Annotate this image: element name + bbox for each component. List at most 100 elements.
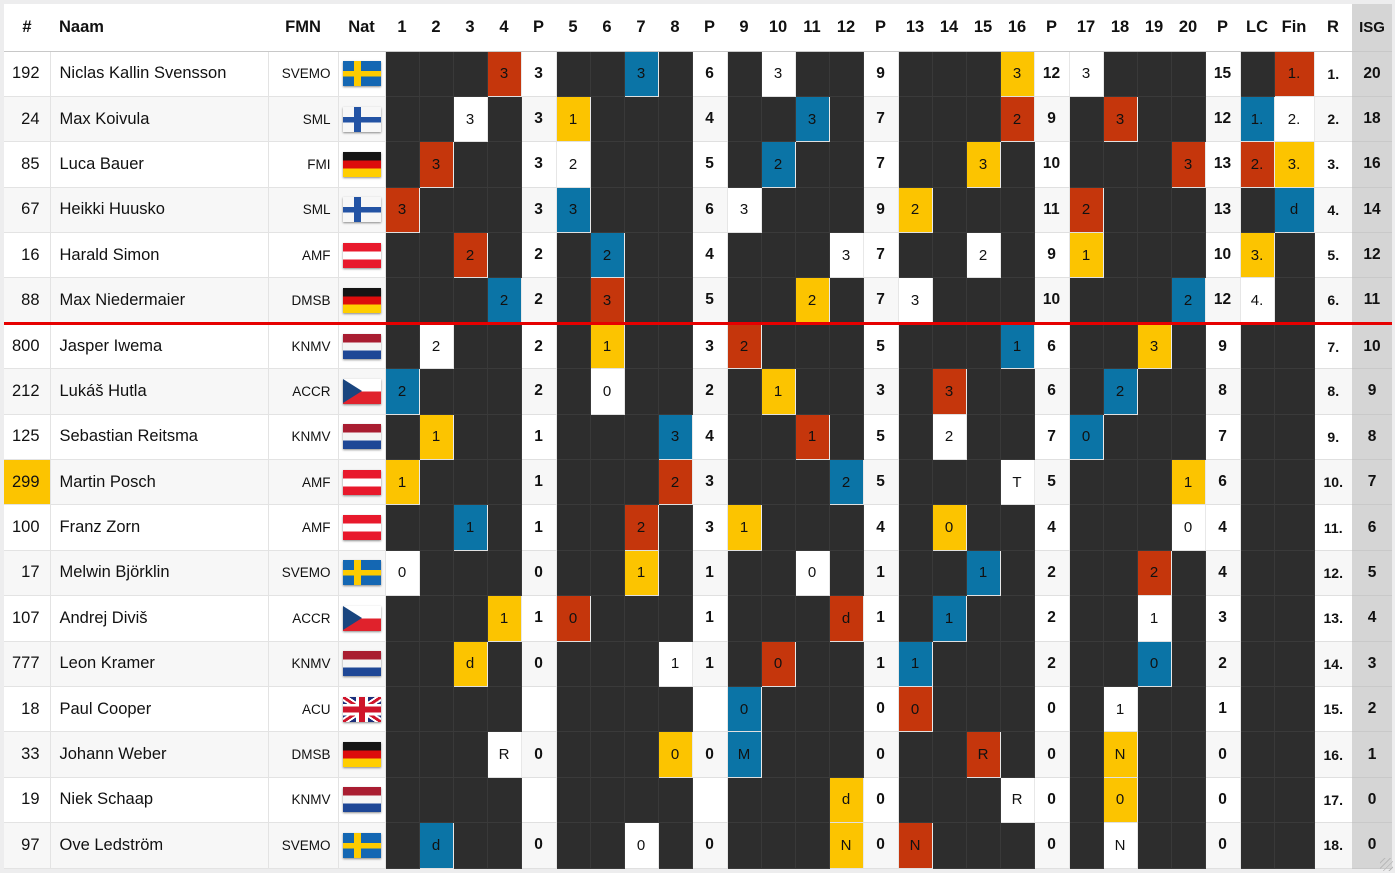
points-cell: 7: [1033, 414, 1070, 461]
heat-cell: [487, 141, 522, 188]
table-row: 88 Max Niedermaier DMSB 2 2 3 5 2 7 3 10 2 12 4. 6. 11: [4, 277, 1392, 325]
heat-cell: [419, 232, 454, 279]
heat-cell: 3: [590, 277, 625, 325]
points-cell: 6: [691, 187, 728, 234]
heat-cell: [487, 459, 522, 506]
heat-cell: 0: [658, 731, 693, 778]
heat-cell: [829, 51, 864, 97]
heat-cell: 2: [453, 232, 488, 279]
heat-cell: 0: [795, 550, 830, 597]
rider-name: Sebastian Reitsma: [50, 414, 269, 461]
heat-cell: M: [727, 731, 762, 778]
heat-cell: [1137, 504, 1172, 551]
col-header-heat: 13: [898, 4, 932, 52]
heat-cell: [624, 731, 659, 778]
heat-cell: [1000, 368, 1035, 415]
rider-number: 125: [4, 414, 51, 461]
heat-cell: [658, 550, 693, 597]
points-cell: 5: [691, 141, 728, 188]
heat-cell: 2: [1069, 187, 1104, 234]
heat-cell: [1137, 822, 1172, 869]
heat-cell: [829, 277, 864, 325]
heat-cell: [1171, 550, 1206, 597]
heat-cell: [658, 368, 693, 415]
heat-cell: 1: [932, 595, 967, 642]
points-cell: 10: [1033, 141, 1070, 188]
final-cell: [1274, 686, 1315, 733]
heat-cell: [453, 777, 488, 824]
heat-cell: [1069, 277, 1104, 325]
heat-cell: [898, 777, 933, 824]
heat-cell: 2: [898, 187, 933, 234]
heat-cell: [795, 822, 830, 869]
col-header-rank: R: [1314, 4, 1352, 52]
heat-cell: 1: [727, 504, 762, 551]
rider-name: Max Koivula: [50, 96, 269, 143]
heat-cell: [761, 550, 796, 597]
rider-number: 299: [4, 459, 51, 506]
heat-cell: 3: [795, 96, 830, 143]
final-cell: [1274, 550, 1315, 597]
heat-cell: 3: [727, 187, 762, 234]
final-cell: [1274, 277, 1315, 325]
col-header-heat: 9: [727, 4, 761, 52]
col-header-heat: 4: [487, 4, 521, 52]
heat-cell: [624, 368, 659, 415]
heat-cell: [898, 731, 933, 778]
points-cell: 7: [862, 96, 899, 143]
heat-cell: 2: [1171, 277, 1206, 325]
points-cell: 3: [520, 51, 557, 97]
rider-number: 107: [4, 595, 51, 642]
heat-cell: [1171, 187, 1206, 234]
heat-cell: [487, 96, 522, 143]
heat-cell: 1: [556, 96, 591, 143]
heat-cell: [419, 459, 454, 506]
heat-cell: 2: [658, 459, 693, 506]
heat-cell: N: [898, 822, 933, 869]
table-row: 24 Max Koivula SML 3 3 1 4 3 7 2 9 3 12 1. 2. 2. 18: [4, 96, 1392, 143]
rider-nat: [338, 368, 386, 415]
heat-cell: [556, 51, 591, 97]
heat-cell: [1171, 686, 1206, 733]
resize-grip-icon[interactable]: [1380, 858, 1393, 871]
heat-cell: [829, 504, 864, 551]
heat-cell: 0: [1103, 777, 1138, 824]
heat-cell: d: [829, 595, 864, 642]
heat-cell: [898, 51, 933, 97]
heat-cell: 3: [556, 187, 591, 234]
lastchance-cell: [1240, 459, 1275, 506]
rider-number: 24: [4, 96, 51, 143]
heat-cell: [385, 595, 420, 642]
rider-fmn: ACU: [268, 686, 339, 733]
heat-cell: 0: [590, 368, 625, 415]
heat-cell: [385, 731, 420, 778]
heat-cell: [590, 504, 625, 551]
isg-points-cell: 9: [1352, 368, 1392, 415]
heat-cell: [1000, 187, 1035, 234]
flag-cz-icon: [342, 605, 381, 631]
isg-points-cell: 4: [1352, 595, 1392, 642]
rider-name: Niek Schaap: [50, 777, 269, 824]
rider-nat: [338, 51, 386, 97]
heat-cell: 2: [385, 368, 420, 415]
flag-fi-icon: [342, 197, 381, 223]
points-cell: 0: [1033, 686, 1070, 733]
heat-cell: [1137, 187, 1172, 234]
points-cell: 12: [1033, 51, 1070, 97]
heat-cell: [487, 187, 522, 234]
isg-points-cell: 8: [1352, 414, 1392, 461]
rider-fmn: KNMV: [268, 641, 339, 687]
heat-cell: [795, 232, 830, 279]
heat-cell: [932, 232, 967, 279]
lastchance-cell: [1240, 595, 1275, 642]
points-cell: 0: [862, 686, 899, 733]
points-cell: 4: [1204, 550, 1241, 597]
heat-cell: [727, 550, 762, 597]
heat-cell: 0: [624, 822, 659, 869]
heat-cell: [1171, 777, 1206, 824]
heat-cell: [419, 51, 454, 97]
heat-cell: [624, 777, 659, 824]
heat-cell: 1: [795, 414, 830, 461]
heat-cell: [487, 550, 522, 597]
heat-cell: 0: [556, 595, 591, 642]
